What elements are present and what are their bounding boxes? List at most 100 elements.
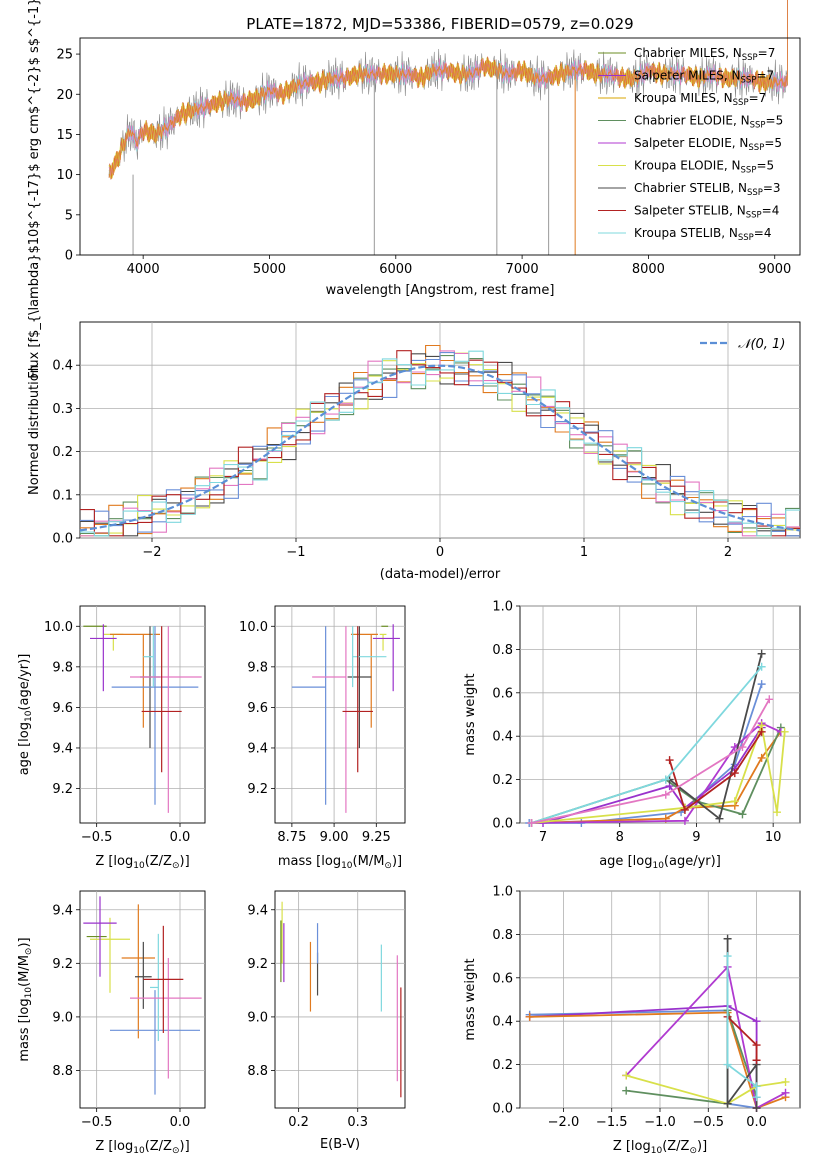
spectrum-ytick-label-3: 15	[56, 128, 73, 143]
spectrum-ytick-label-1: 5	[65, 208, 73, 223]
legend-entry-2: Kroupa MILES, NSSP=7	[634, 91, 766, 108]
mw-z-series-2-marker-0	[525, 1012, 534, 1021]
spectrum-panel: PLATE=1872, MJD=53386, FIBERID=0579, z=0…	[27, 0, 801, 379]
legend-entry-main-1: Salpeter MILES, N	[634, 69, 741, 83]
age-mass-frame	[274, 605, 406, 824]
mw-age-series-4-marker-1	[680, 816, 689, 825]
age-mass-xtick-label-0: 8.75	[277, 830, 306, 845]
age-z-xtick-label-1: 0.0	[170, 830, 191, 845]
hist-series-3	[80, 352, 800, 537]
mw-z-xlabel-xlabel: Z [log	[613, 1139, 651, 1154]
mass-z-ylabel-ylabel_sub: 10	[24, 987, 34, 999]
legend-entry-tail-5: =5	[756, 159, 774, 173]
age-vs-mass-panel: 8.75 9.00 9.25 9.2 9.4 9.6 9.8 10.0 mass [log10(…	[239, 605, 406, 871]
mw-z-xlabel-odot: ⊙	[689, 1146, 697, 1156]
age-vs-metallicity-panel: −0.5 0.09.29.49.69.810.0Z [log10(Z/Z⊙)]ag…	[17, 605, 206, 871]
mw-age-series-3-marker-3	[738, 810, 747, 819]
hist-xtick-label-3: 1	[580, 545, 588, 560]
legend-entry-6: Chabrier STELIB, NSSP=3	[634, 181, 781, 198]
mw-z-series-8-marker-1	[723, 1060, 732, 1069]
mw-age-xtick-label-3: 10	[765, 830, 782, 845]
spectrum-xtick-label-3: 7000	[506, 262, 539, 277]
legend-entry-sub-0: SSP	[742, 53, 758, 63]
spectrum-xtick-label-4: 8000	[632, 262, 665, 277]
age-mass-xlabel-xlabel_tail: (M/M	[353, 854, 385, 869]
hist-xlabel: (data-model)/error	[380, 567, 501, 582]
legend-entry-sub-8: SSP	[738, 233, 754, 243]
mw-z-ytick-label-2: 0.4	[492, 1015, 513, 1030]
mw-age-series-9-marker-3	[765, 695, 774, 704]
age-z-xtick-label-0: −0.5	[81, 830, 113, 845]
hist-xtick-label-2: 0	[436, 545, 444, 560]
mw-age-xlabel: age [log10(age/yr)]	[599, 854, 721, 871]
mass-z-xtick-label-0: −0.5	[81, 1115, 113, 1130]
mass-z-ylabel-ylabel: mass [log	[17, 998, 32, 1061]
mw-age-series-9-marker-2	[738, 743, 747, 752]
mw-age-series-7-marker-3	[757, 727, 766, 736]
legend-entry-sub-3: SSP	[750, 120, 766, 130]
mw-age-series-0-marker-4	[757, 680, 766, 689]
mass-weight-vs-metallicity-panel: −2.0 −1.5 −1.0 −0.5 0.0 0.0 0.2 0.4 0.6 0.8 1.0 Z […	[463, 885, 801, 1156]
mw-z-xtick-label-2: −1.0	[644, 1115, 676, 1130]
mass-z-ylabel-odot: ⊙	[24, 948, 34, 956]
mass-z-ylabel: mass [log10(M/M⊙)]	[17, 937, 34, 1061]
mw-z-xtick-label-3: −0.5	[692, 1115, 724, 1130]
spectrum-xtick-label-5: 9000	[758, 262, 791, 277]
age-z-ytick-label-0: 9.2	[52, 782, 73, 797]
mw-age-ytick-label-5: 1.0	[492, 600, 513, 615]
age-z-ytick-label-3: 9.8	[52, 660, 73, 675]
mw-age-ylabel: mass weight	[463, 673, 478, 755]
mw-age-series-9-marker-1	[661, 790, 670, 799]
mass-ebv-ytick-label-2: 9.2	[247, 957, 268, 972]
mass-ebv-ytick-label-3: 9.4	[247, 903, 268, 918]
mw-z-xtick-label-1: −1.5	[596, 1115, 628, 1130]
mw-age-series-4	[531, 722, 782, 824]
mw-age-ytick-label-0: 0.0	[492, 817, 513, 832]
legend-entry-sub-6: SSP	[747, 188, 763, 198]
mass-z-xlabel-xlabel_tail: (Z/Z	[145, 1139, 172, 1154]
legend-entry-5: Kroupa ELODIE, NSSP=5	[634, 159, 774, 176]
mass-z-frame	[79, 890, 206, 1109]
hist-xtick-label-0: −2	[142, 545, 161, 560]
mw-z-ylabel: mass weight	[463, 958, 478, 1040]
mw-z-series-4-marker-3	[781, 1088, 790, 1097]
spectrum-trace-5	[108, 0, 788, 179]
age-z-xlabel-xlabel_tail: (Z/Z	[145, 854, 172, 869]
legend-entry-tail-3: =5	[766, 114, 784, 128]
mw-age-series-7-marker-0	[665, 756, 674, 765]
legend-entry-tail-6: =3	[763, 181, 781, 195]
mass-z-ylabel-ylabel_tail: (M/M	[17, 955, 32, 987]
mass-ebv-frame	[274, 890, 406, 1109]
legend-entry-7: Salpeter STELIB, NSSP=4	[634, 204, 779, 221]
age-mass-xlabel-xlabel: mass [log	[278, 854, 341, 869]
legend-entry-tail-4: =5	[764, 136, 782, 150]
legend-entry-main-5: Kroupa ELODIE, N	[634, 159, 741, 173]
mw-age-series-5-marker-4	[772, 808, 781, 817]
mass-z-ytick-label-2: 9.2	[52, 957, 73, 972]
mw-z-ytick-label-4: 0.8	[492, 928, 513, 943]
age-z-xlabel-xlabel: Z [log	[95, 854, 133, 869]
age-mass-ytick-label-4: 10.0	[239, 620, 268, 635]
legend-entry-sub-4: SSP	[748, 143, 764, 153]
normal-legend-label: 𝒩(0, 1)	[738, 337, 785, 352]
mw-z-series-5	[625, 1074, 786, 1105]
mass-z-xtick-label-1: 0.0	[170, 1115, 191, 1130]
spectrum-xtick-label-0: 4000	[127, 262, 160, 277]
mass-ebv-ytick-label-0: 8.8	[247, 1064, 268, 1079]
mw-age-frame	[519, 605, 801, 824]
spectrum-ylabel: Flux [f$_{\lambda}$10$^{-17}$ erg cm$^{-…	[27, 0, 42, 379]
spectrum-trace-3	[108, 0, 788, 179]
mw-age-xtick-label-2: 9	[692, 830, 700, 845]
age-z-frame	[79, 605, 206, 824]
mw-age-series-7-marker-2	[730, 769, 739, 778]
mw-z-series-5-marker-3	[781, 1077, 790, 1086]
residual-histogram-panel: −2 −1 0 1 2 0.0 0.1 0.2 0.3 0.4 𝒩(0, 1) (data-model…	[27, 321, 801, 582]
hist-ytick-label-1: 0.1	[52, 488, 73, 503]
mw-age-series-8-marker-1	[661, 775, 670, 784]
mass-z-ytick-label-0: 8.8	[52, 1064, 73, 1079]
mw-age-series-8-marker-2	[757, 662, 766, 671]
mw-z-series-6-marker-3	[752, 1104, 761, 1112]
spectrum-ytick-label-4: 20	[56, 88, 73, 103]
age-z-ylabel-ylabel: age [log	[17, 722, 32, 775]
